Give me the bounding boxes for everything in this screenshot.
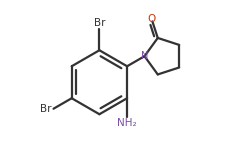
Text: Br: Br [94, 18, 105, 28]
Text: Br: Br [40, 104, 51, 114]
Text: N: N [141, 51, 148, 61]
Text: NH₂: NH₂ [117, 118, 137, 128]
Text: O: O [148, 14, 156, 24]
